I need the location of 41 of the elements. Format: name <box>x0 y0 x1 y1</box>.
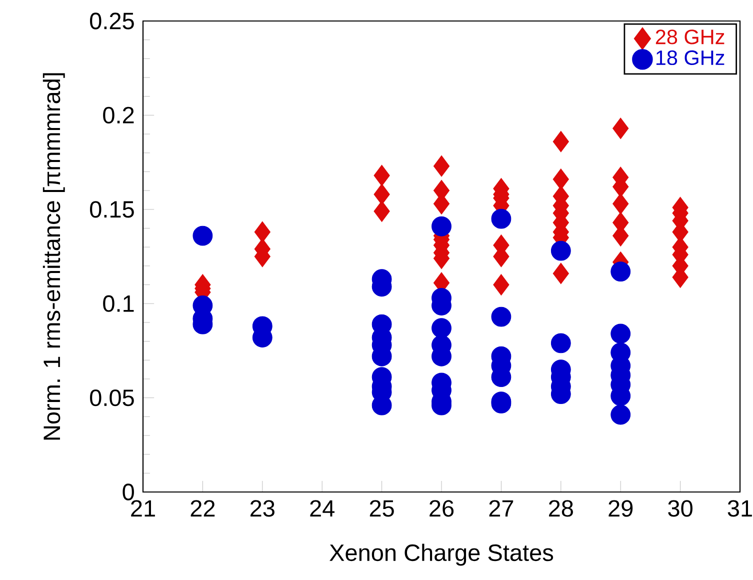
y-tick-label: 0.05 <box>90 389 134 406</box>
y-tick-label: 0.1 <box>103 295 134 312</box>
point <box>550 333 571 354</box>
point <box>552 262 569 284</box>
y-tick-label: 0 <box>122 484 134 500</box>
point <box>552 168 569 190</box>
point <box>374 184 390 205</box>
point <box>610 262 631 282</box>
x-tick-label: 24 <box>310 500 334 517</box>
x-tick-label: 26 <box>430 500 454 517</box>
point <box>550 240 571 261</box>
point <box>254 221 270 243</box>
x-axis-title: Xenon Charge States <box>330 544 554 566</box>
point <box>493 274 510 296</box>
point <box>610 404 631 425</box>
x-tick-label: 21 <box>131 500 155 517</box>
y-tick-label: 0.25 <box>90 12 134 30</box>
point <box>491 306 512 327</box>
x-tick-label: 23 <box>250 500 274 517</box>
x-tick-label: 28 <box>549 500 573 517</box>
y-tick-label: 0.15 <box>90 201 134 218</box>
point <box>552 130 569 152</box>
point <box>612 193 629 214</box>
point <box>192 226 213 246</box>
x-tick-label: 22 <box>190 500 215 517</box>
x-tick-label: 27 <box>489 500 514 517</box>
x-tick-label: 25 <box>370 500 394 517</box>
y-axis-title: Norm. 1 rms-emittance [πmmmrad] <box>42 73 65 440</box>
point <box>374 200 390 222</box>
legend-label: 18 GHz <box>656 50 724 66</box>
point <box>612 118 629 140</box>
x-tick-label: 30 <box>668 500 692 517</box>
point <box>432 318 452 338</box>
legend-label: 28 GHz <box>656 30 724 44</box>
x-tick-label: 29 <box>608 500 633 517</box>
point <box>610 324 631 344</box>
point <box>433 155 450 177</box>
y-tick-label: 0.2 <box>103 106 134 124</box>
point <box>374 164 390 186</box>
point <box>491 208 512 229</box>
x-tick-label: 31 <box>728 500 752 517</box>
